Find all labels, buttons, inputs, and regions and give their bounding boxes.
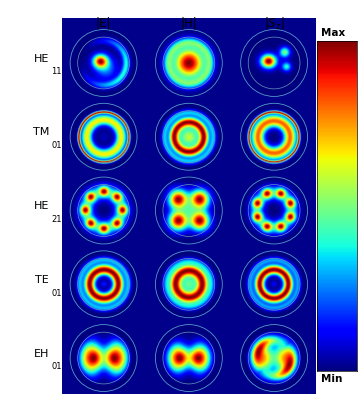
Text: |E|: |E| [96, 16, 111, 30]
Text: TM: TM [33, 128, 49, 138]
Text: HE: HE [34, 54, 49, 64]
Text: EH: EH [34, 349, 49, 359]
Text: 21: 21 [51, 215, 62, 224]
Text: $|S_z|$: $|S_z|$ [264, 15, 285, 31]
Text: Max: Max [321, 28, 345, 38]
Text: |H|: |H| [181, 16, 197, 30]
Text: TE: TE [35, 275, 49, 285]
Text: 01: 01 [51, 141, 62, 150]
Text: 11: 11 [51, 67, 62, 76]
Text: Min: Min [321, 374, 342, 384]
Text: HE: HE [34, 201, 49, 211]
Text: 01: 01 [51, 362, 62, 371]
Text: 01: 01 [51, 288, 62, 298]
